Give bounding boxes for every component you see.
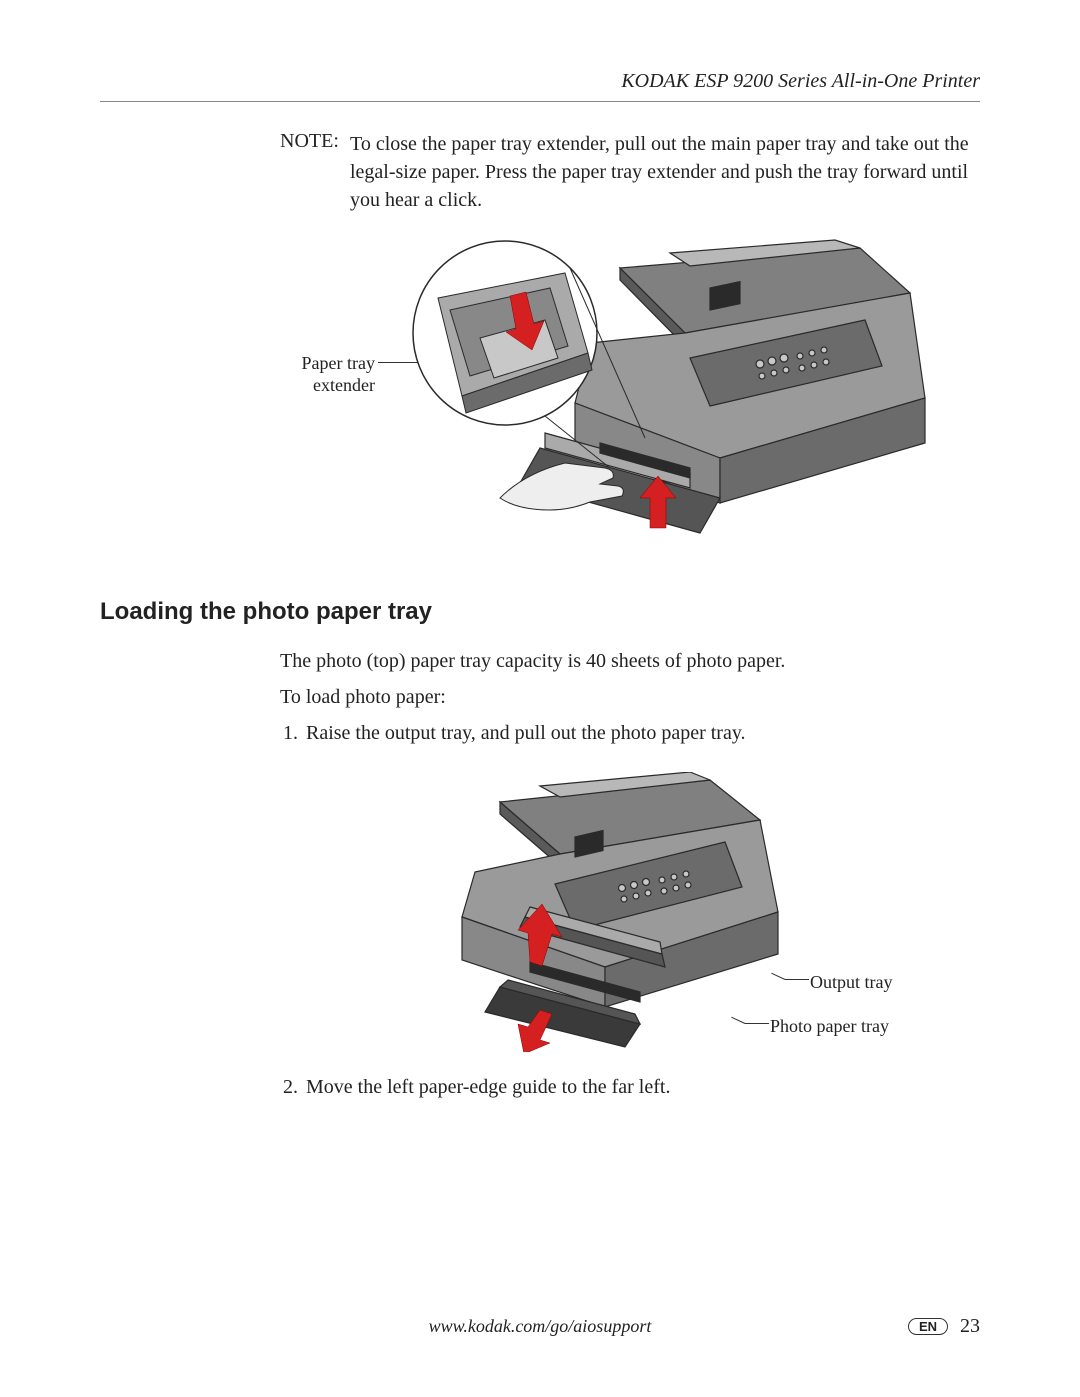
printer-trays-icon bbox=[380, 772, 800, 1052]
page-header: KODAK ESP 9200 Series All-in-One Printer bbox=[100, 70, 980, 102]
figure2-label-photo: Photo paper tray bbox=[770, 1016, 889, 1037]
list-text: Raise the output tray, and pull out the … bbox=[306, 718, 746, 748]
page-number: 23 bbox=[960, 1315, 980, 1338]
ordered-list-continued: 2. Move the left paper-edge guide to the… bbox=[280, 1072, 980, 1102]
section-intro-2: To load photo paper: bbox=[280, 682, 980, 712]
figure1-callout: Paper tray extender bbox=[280, 353, 375, 396]
section-intro-1: The photo (top) paper tray capacity is 4… bbox=[280, 646, 980, 676]
note-label: NOTE: bbox=[280, 130, 350, 214]
ordered-list: 1. Raise the output tray, and pull out t… bbox=[280, 718, 980, 748]
footer-right: EN 23 bbox=[908, 1315, 980, 1338]
page-footer: www.kodak.com/go/aiosupport EN 23 bbox=[100, 1316, 980, 1337]
printer-with-inset-icon bbox=[390, 238, 930, 548]
figure-paper-tray-extender: Paper tray extender bbox=[280, 238, 980, 548]
list-number: 1. bbox=[280, 718, 306, 748]
footer-url: www.kodak.com/go/aiosupport bbox=[429, 1316, 652, 1337]
page: KODAK ESP 9200 Series All-in-One Printer… bbox=[0, 0, 1080, 1397]
list-item: 1. Raise the output tray, and pull out t… bbox=[280, 718, 980, 748]
header-title: KODAK ESP 9200 Series All-in-One Printer bbox=[621, 70, 980, 92]
figure2-leader-line bbox=[785, 979, 809, 980]
list-text: Move the left paper-edge guide to the fa… bbox=[306, 1072, 670, 1102]
note-text: To close the paper tray extender, pull o… bbox=[350, 130, 980, 214]
language-badge: EN bbox=[908, 1318, 948, 1335]
figure1-callout-line1: Paper tray bbox=[302, 353, 375, 373]
figure1-callout-line2: extender bbox=[313, 375, 375, 395]
section-heading: Loading the photo paper tray bbox=[100, 598, 980, 626]
figure2-label-output: Output tray bbox=[810, 972, 893, 993]
figure-photo-paper-tray: Output tray Photo paper tray bbox=[280, 772, 980, 1052]
list-item: 2. Move the left paper-edge guide to the… bbox=[280, 1072, 980, 1102]
figure2-leader-line bbox=[745, 1023, 769, 1024]
note-block: NOTE: To close the paper tray extender, … bbox=[280, 130, 980, 214]
list-number: 2. bbox=[280, 1072, 306, 1102]
